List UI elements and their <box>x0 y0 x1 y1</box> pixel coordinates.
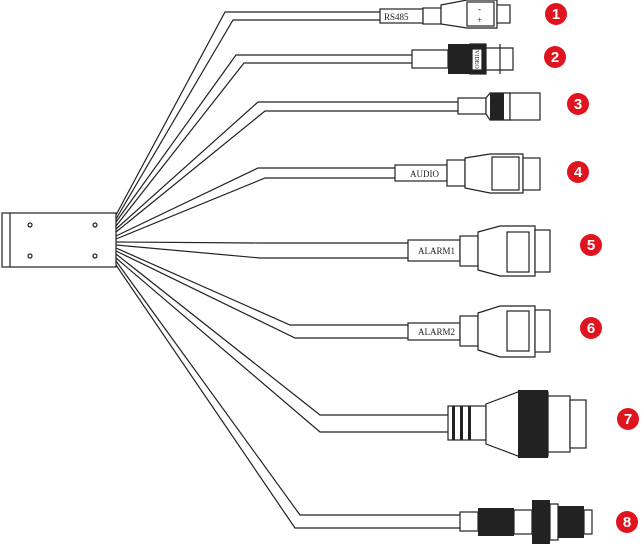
connector-video-bnc: VIDEO <box>411 43 514 75</box>
badge-7: 7 <box>617 408 639 430</box>
badge-2: 2 <box>544 46 566 68</box>
cables <box>115 11 460 529</box>
connector-alarm2: ALARM2 <box>407 305 551 358</box>
svg-text:1: 1 <box>552 6 560 23</box>
svg-text:4: 4 <box>574 164 583 181</box>
polarity-minus: - <box>478 4 481 14</box>
svg-text:5: 5 <box>587 237 595 254</box>
polarity-plus: + <box>477 15 482 25</box>
badge-1: 1 <box>545 3 567 25</box>
badge-6: 6 <box>580 317 602 339</box>
connector-network <box>447 390 587 458</box>
cable-label-video: VIDEO <box>473 50 479 69</box>
svg-text:3: 3 <box>574 96 582 113</box>
connector-audio: AUDIO <box>394 153 541 194</box>
svg-text:6: 6 <box>587 320 595 337</box>
svg-text:8: 8 <box>623 514 631 531</box>
badge-8: 8 <box>616 511 638 533</box>
mounting-plate <box>1 212 117 268</box>
cable-label-rs485: RS485 <box>384 12 409 22</box>
connector-aviation <box>459 500 593 544</box>
connector-rs485: RS485 - + <box>379 0 511 29</box>
connector-alarm1: ALARM1 <box>407 225 551 277</box>
video-label-box <box>471 48 483 71</box>
number-badges: 1 2 3 4 5 6 7 8 <box>544 3 639 533</box>
badge-4: 4 <box>567 161 589 183</box>
badge-5: 5 <box>580 234 602 256</box>
badge-3: 3 <box>567 93 589 115</box>
svg-text:7: 7 <box>624 411 632 428</box>
svg-text:2: 2 <box>551 49 559 66</box>
cable-label-alarm1: ALARM1 <box>418 246 455 256</box>
connector-power <box>457 92 541 121</box>
cable-label-alarm2: ALARM2 <box>418 327 455 337</box>
cable-label-audio: AUDIO <box>410 169 439 179</box>
